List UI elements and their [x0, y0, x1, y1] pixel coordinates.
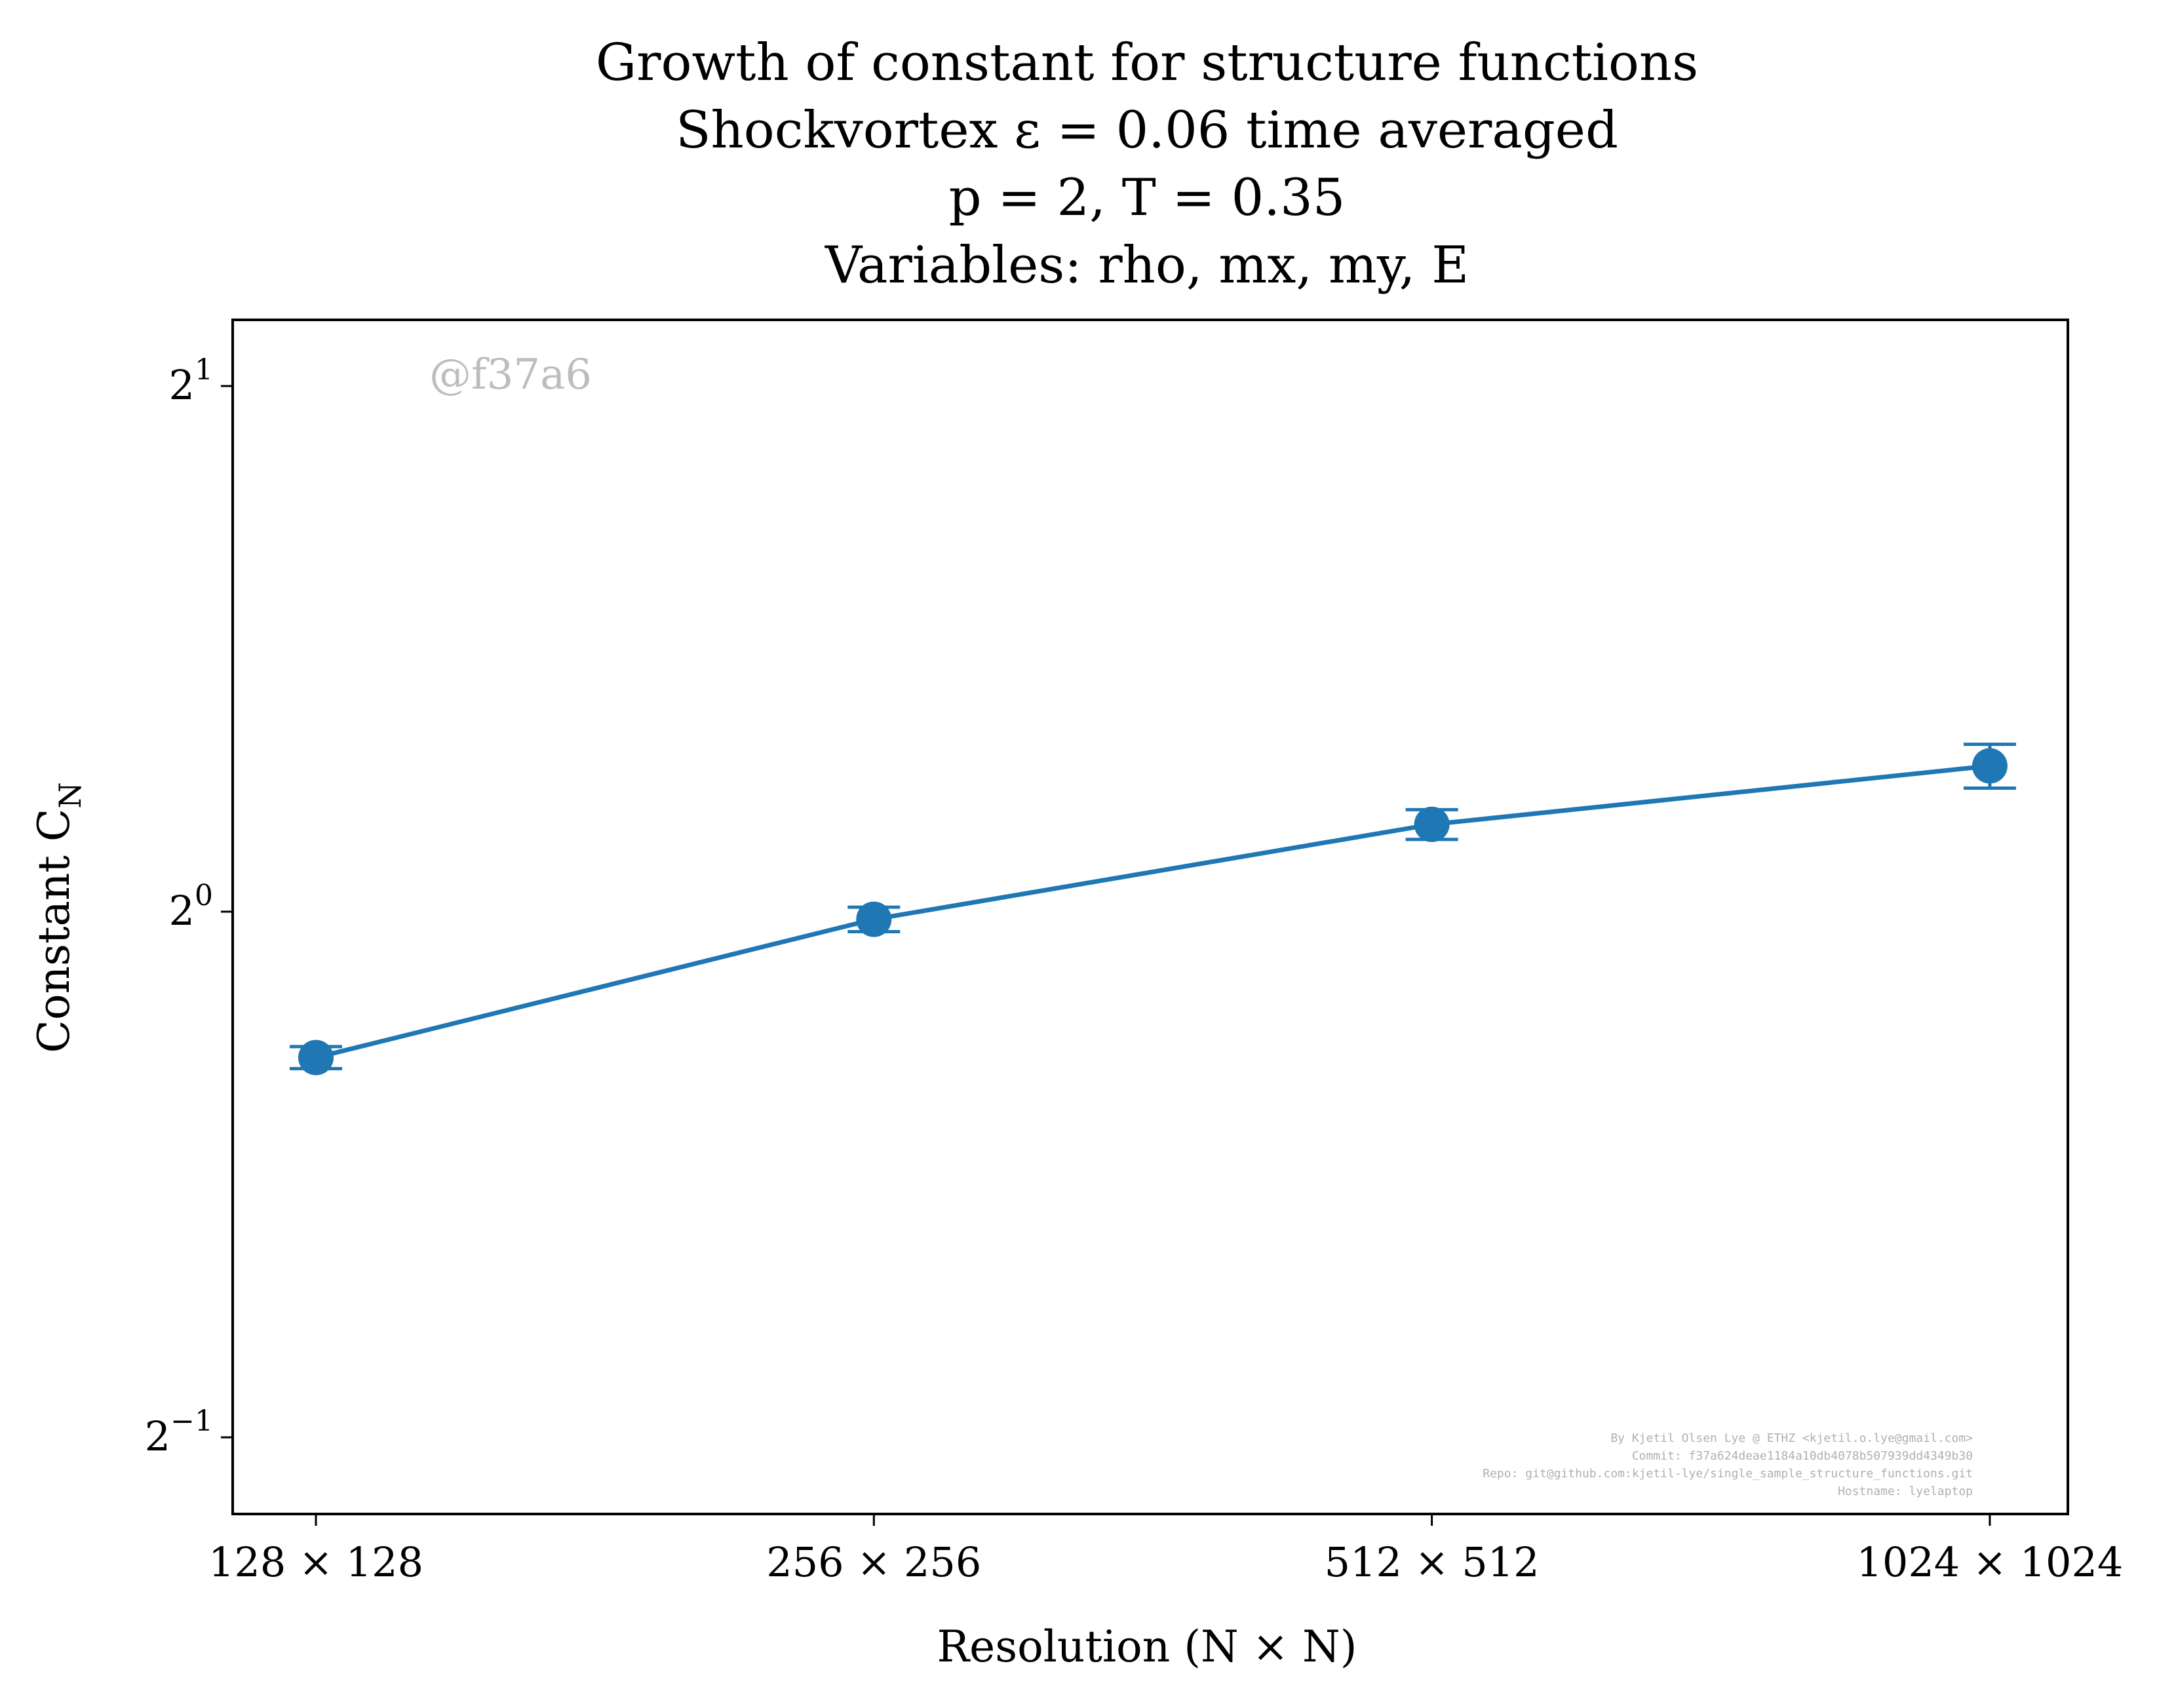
- data-point: [298, 1039, 334, 1076]
- x-tick-label: 512 × 512: [1325, 1538, 1540, 1586]
- x-tick-label: 1024 × 1024: [1856, 1538, 2123, 1586]
- y-tick-base: 2: [145, 1412, 170, 1460]
- y-tick-label: 2−1: [145, 1405, 213, 1460]
- y-axis-label-text: Constant C: [29, 809, 79, 1053]
- x-axis-ticks: 128 × 128 256 × 256 512 × 512 1024 × 1024: [208, 1514, 2123, 1586]
- series-line: [315, 764, 1991, 1060]
- credit-block: By Kjetil Olsen Lye @ ETHZ <kjetil.o.lye…: [1483, 1431, 1973, 1498]
- chart-title: Growth of constant for structure functio…: [596, 33, 1698, 295]
- series-layer: [290, 743, 2016, 1076]
- data-point: [1972, 748, 2008, 784]
- data-point: [856, 901, 892, 937]
- x-tick-label: 256 × 256: [766, 1538, 981, 1586]
- data-point: [1414, 806, 1450, 842]
- y-tick-base: 2: [169, 887, 195, 935]
- y-tick-base: 2: [169, 361, 195, 409]
- plot-frame: [231, 319, 2069, 1515]
- watermark-text: @f37a6: [429, 351, 592, 399]
- y-tick-exponent: 0: [195, 879, 213, 912]
- credit-line-4: Hostname: lyelaptop: [1838, 1485, 1973, 1498]
- credit-line-2: Commit: f37a624deae1184a10db4078b507939d…: [1632, 1449, 1973, 1463]
- x-tick-label: 128 × 128: [208, 1538, 423, 1586]
- title-line-1: Growth of constant for structure functio…: [596, 33, 1698, 92]
- title-line-4: Variables: rho, mx, my, E: [825, 236, 1469, 295]
- y-tick-exponent: −1: [170, 1405, 213, 1438]
- y-axis-label-group: Constant CN: [29, 782, 88, 1053]
- x-axis-label: Resolution (N × N): [937, 1621, 1357, 1672]
- y-tick-label: 21: [169, 353, 213, 409]
- title-line-2: Shockvortex ε = 0.06 time averaged: [676, 101, 1618, 160]
- y-axis-label: Constant CN: [29, 782, 88, 1053]
- y-axis-label-subscript: N: [52, 782, 88, 808]
- y-tick-exponent: 1: [195, 353, 213, 387]
- title-line-3: p = 2, T = 0.35: [949, 168, 1346, 227]
- credit-line-1: By Kjetil Olsen Lye @ ETHZ <kjetil.o.lye…: [1610, 1431, 1973, 1445]
- y-tick-label: 20: [169, 879, 213, 935]
- credit-line-3: Repo: git@github.com:kjetil-lye/single_s…: [1483, 1467, 1973, 1481]
